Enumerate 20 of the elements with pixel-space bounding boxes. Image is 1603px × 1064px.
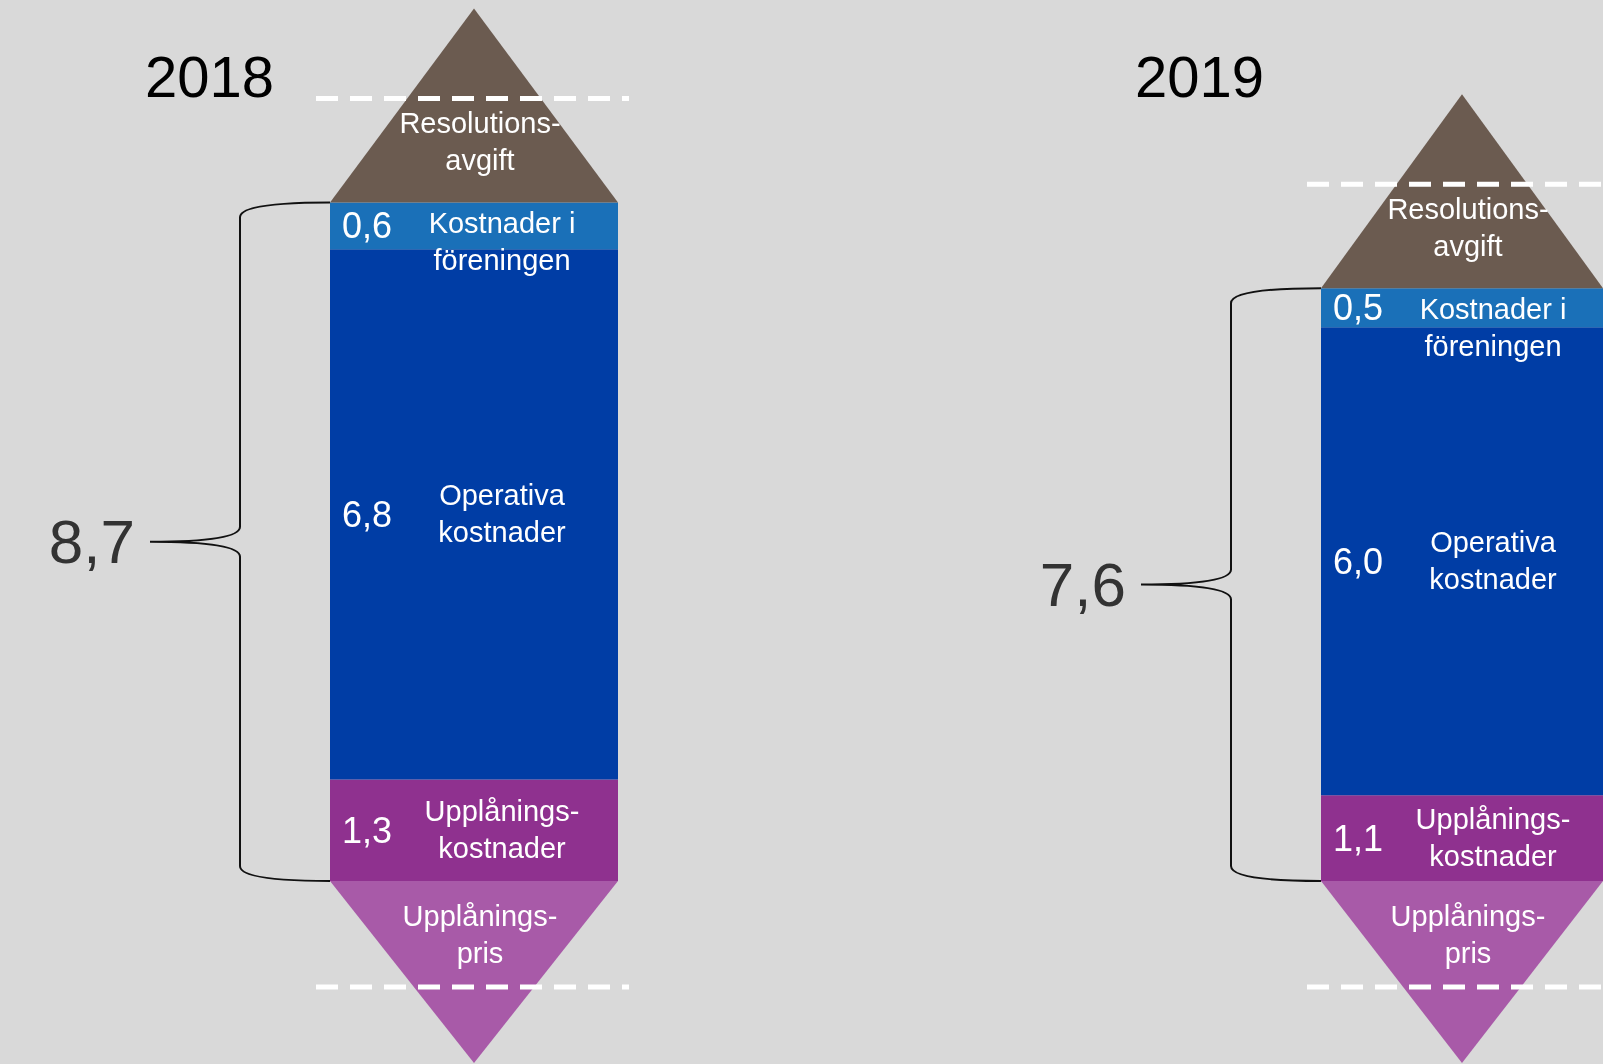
series-label: Kostnader i föreningen (427, 206, 577, 279)
series-label: Upplånings-kostnader (1414, 802, 1572, 875)
data-label: 6,0 (1333, 540, 1384, 582)
data-label: 0,5 (1333, 287, 1384, 329)
text: Upplånings-pris (1389, 899, 1547, 971)
data-label: 1,3 (342, 809, 393, 851)
chart-title: 2018 (145, 43, 275, 109)
chart-title: 2019 (1135, 43, 1265, 109)
series-label: Kostnader i föreningen (1418, 292, 1568, 365)
series-label: Operativa kostnader (1428, 525, 1558, 598)
text: Resolutions-avgift (398, 106, 562, 179)
series-label: Operativa kostnader (437, 478, 567, 551)
total-label: 7,6 (1038, 549, 1126, 621)
total-label: 8,7 (47, 506, 135, 578)
text: Upplånings-pris (401, 899, 559, 971)
data-label: 6,8 (342, 493, 393, 535)
text: Resolutions-avgift (1386, 192, 1550, 265)
data-label: 0,6 (342, 205, 393, 247)
data-label: 1,1 (1333, 817, 1384, 859)
series-label: Upplånings-kostnader (423, 794, 581, 867)
